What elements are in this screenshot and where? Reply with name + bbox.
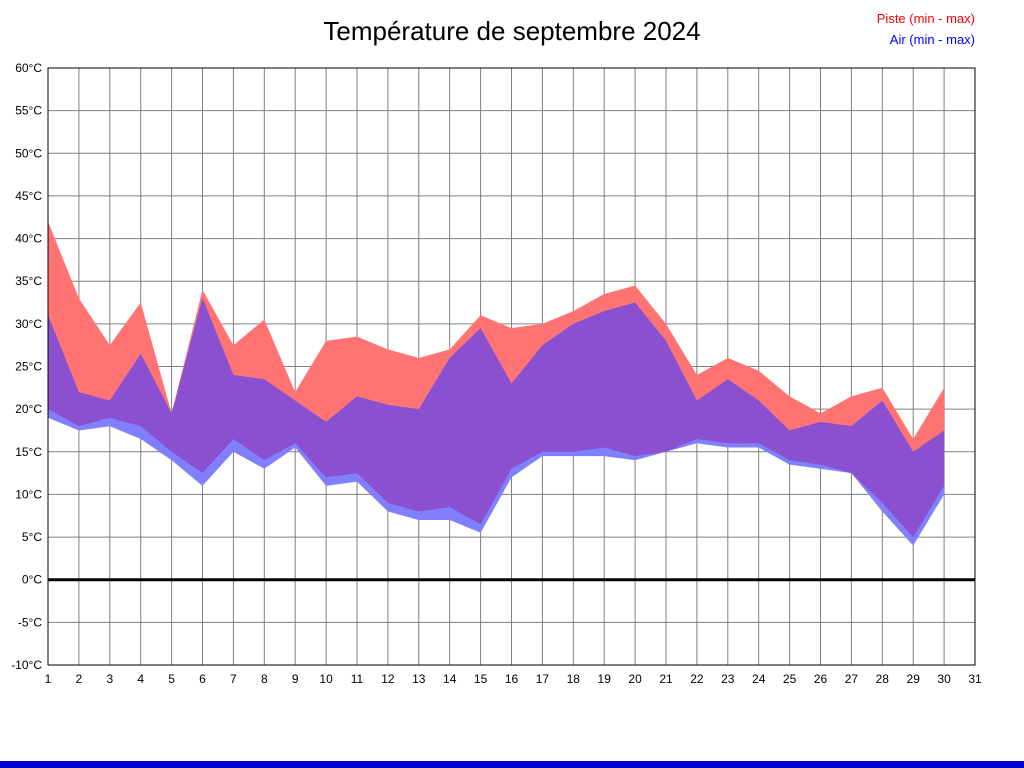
x-axis-tick-label: 13	[412, 672, 426, 686]
x-axis-tick-label: 29	[907, 672, 921, 686]
y-axis-tick-label: 30°C	[15, 317, 42, 331]
x-axis-tick-label: 27	[845, 672, 859, 686]
x-axis-tick-label: 1	[45, 672, 52, 686]
y-axis-tick-label: 55°C	[15, 104, 42, 118]
x-axis-tick-label: 18	[567, 672, 581, 686]
overlap-band	[48, 298, 945, 538]
x-axis-tick-label: 25	[783, 672, 797, 686]
y-axis-tick-label: 45°C	[15, 189, 42, 203]
x-axis-tick-label: 23	[721, 672, 735, 686]
y-axis-tick-label: 50°C	[15, 146, 42, 160]
x-axis-tick-label: 19	[598, 672, 612, 686]
x-axis-tick-label: 28	[876, 672, 890, 686]
x-axis-tick-label: 24	[752, 672, 766, 686]
y-axis-tick-label: 40°C	[15, 232, 42, 246]
x-axis-tick-label: 26	[814, 672, 828, 686]
y-axis-tick-label: 5°C	[22, 530, 42, 544]
x-axis-tick-label: 2	[76, 672, 83, 686]
y-axis-tick-label: 10°C	[15, 487, 42, 501]
x-axis-tick-label: 4	[137, 672, 144, 686]
plot-border	[47, 67, 976, 666]
y-axis-tick-label: -5°C	[18, 615, 42, 629]
x-axis-tick-label: 31	[968, 672, 982, 686]
chart-title: Température de septembre 2024	[323, 16, 701, 46]
x-axis-tick-label: 20	[628, 672, 642, 686]
y-axis-tick-label: 15°C	[15, 445, 42, 459]
y-axis-tick-label: 25°C	[15, 360, 42, 374]
x-axis-tick-label: 14	[443, 672, 457, 686]
x-axis-tick-label: 21	[659, 672, 673, 686]
y-axis-tick-label: 0°C	[22, 573, 42, 587]
x-axis-tick-label: 22	[690, 672, 704, 686]
x-axis-tick-label: 11	[351, 672, 364, 686]
y-axis-tick-label: 60°C	[15, 61, 42, 75]
x-axis-tick-label: 3	[106, 672, 113, 686]
bottom-bar	[0, 761, 1024, 768]
x-axis-tick-label: 15	[474, 672, 488, 686]
y-axis-tick-label: -10°C	[11, 658, 42, 672]
x-axis-tick-label: 30	[937, 672, 951, 686]
x-axis-tick-label: 6	[199, 672, 206, 686]
legend-air: Air (min - max)	[889, 32, 975, 47]
x-axis-tick-label: 8	[261, 672, 268, 686]
x-axis-tick-label: 10	[319, 672, 333, 686]
x-axis-tick-label: 7	[230, 672, 237, 686]
x-axis-tick-label: 5	[168, 672, 175, 686]
x-axis-tick-label: 12	[381, 672, 395, 686]
legend-piste: Piste (min - max)	[876, 11, 975, 26]
legend: Piste (min - max) Air (min - max)	[877, 8, 975, 50]
y-axis-tick-label: 35°C	[15, 274, 42, 288]
x-axis-tick-label: 9	[292, 672, 299, 686]
x-axis-tick-label: 16	[505, 672, 519, 686]
y-axis-tick-label: 20°C	[15, 402, 42, 416]
x-axis-tick-label: 17	[536, 672, 550, 686]
